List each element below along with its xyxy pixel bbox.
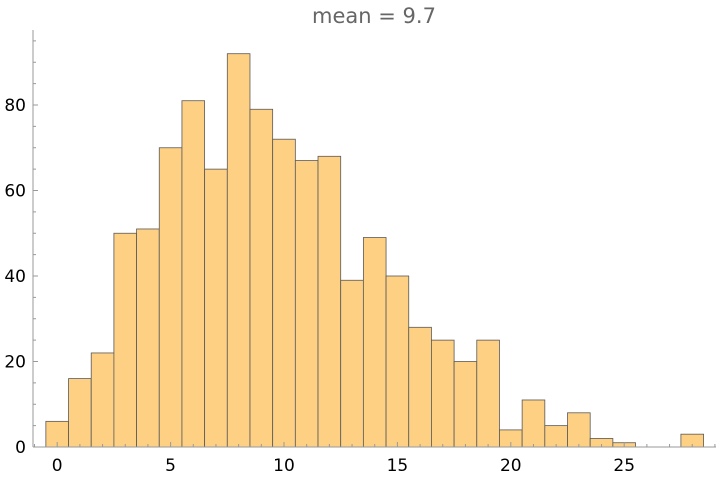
x-tick-label: 5	[165, 456, 176, 476]
histogram-bar	[249, 108, 274, 448]
x-tick-label: 0	[52, 456, 63, 476]
x-tick-label: 25	[613, 456, 635, 476]
histogram-bar	[294, 160, 319, 448]
bars-group	[45, 53, 704, 448]
histogram-bar	[431, 339, 455, 448]
histogram-bar	[521, 399, 546, 448]
chart-title: mean = 9.7	[312, 4, 436, 28]
histogram-bar	[385, 275, 410, 448]
histogram-bar	[408, 326, 432, 448]
histogram-bar	[544, 425, 568, 448]
histogram-bar	[362, 237, 387, 448]
histogram-bar	[136, 228, 160, 448]
y-tick-label: 60	[4, 182, 26, 202]
y-tick-label: 80	[4, 96, 26, 116]
histogram-bar	[272, 138, 296, 448]
histogram-bar	[476, 339, 500, 448]
histogram-bar	[204, 168, 228, 448]
histogram-bar	[567, 412, 591, 448]
histogram-bar	[317, 155, 342, 448]
histogram-bar	[453, 361, 478, 448]
histogram-bar	[158, 147, 183, 448]
y-axis: 0 20 40 60 80	[4, 30, 38, 458]
y-tick-label: 40	[4, 267, 26, 287]
histogram-bar	[226, 53, 251, 448]
histogram-bar	[340, 279, 364, 448]
x-tick-label: 20	[500, 456, 522, 476]
y-tick-label: 20	[4, 353, 26, 373]
y-tick-label: 0	[15, 438, 26, 458]
x-axis: 0 5 10 15 20 25	[33, 442, 716, 476]
histogram-bar	[90, 352, 115, 448]
x-tick-label: 10	[273, 456, 295, 476]
x-tick-label: 15	[387, 456, 409, 476]
histogram-bar	[181, 100, 206, 448]
histogram-bar	[113, 232, 137, 448]
histogram-bar	[68, 378, 92, 448]
